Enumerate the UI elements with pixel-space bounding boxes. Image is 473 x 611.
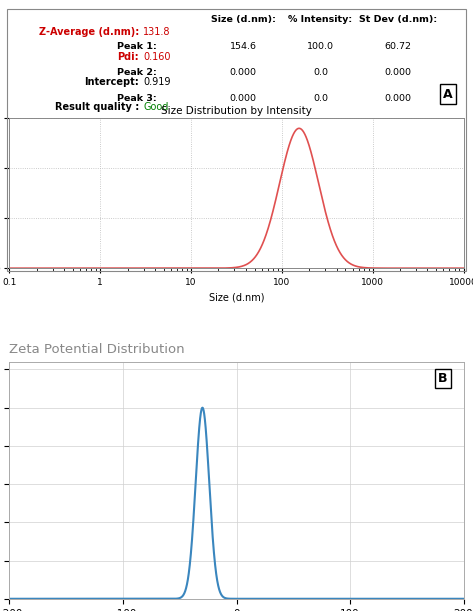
Text: Result quality :: Result quality :	[54, 102, 139, 112]
Text: 0.000: 0.000	[230, 94, 257, 103]
Text: 131.8: 131.8	[143, 27, 171, 37]
Text: 0.919: 0.919	[143, 77, 171, 87]
Text: 100.0: 100.0	[307, 42, 334, 51]
Text: 154.6: 154.6	[230, 42, 257, 51]
X-axis label: Size (d.nm): Size (d.nm)	[209, 293, 264, 302]
Text: B: B	[438, 372, 448, 385]
Text: 0.000: 0.000	[230, 68, 257, 77]
Text: A: A	[443, 87, 453, 101]
Text: Size (d.nm):: Size (d.nm):	[211, 15, 276, 24]
Text: 0.000: 0.000	[384, 68, 411, 77]
Title: Size Distribution by Intensity: Size Distribution by Intensity	[161, 106, 312, 116]
Text: 0.000: 0.000	[384, 94, 411, 103]
Text: 0.160: 0.160	[143, 52, 171, 62]
Text: Pdi:: Pdi:	[117, 52, 139, 62]
Text: Peak 3:: Peak 3:	[117, 94, 157, 103]
Text: St Dev (d.nm):: St Dev (d.nm):	[359, 15, 437, 24]
Text: 60.72: 60.72	[384, 42, 411, 51]
Text: Good: Good	[143, 102, 169, 112]
Text: Intercept:: Intercept:	[84, 77, 139, 87]
Text: 0.0: 0.0	[313, 94, 328, 103]
Text: Peak 1:: Peak 1:	[117, 42, 157, 51]
Text: Peak 2:: Peak 2:	[117, 68, 157, 77]
Text: Zeta Potential Distribution: Zeta Potential Distribution	[9, 343, 185, 356]
Text: 0.0: 0.0	[313, 68, 328, 77]
Text: Z-Average (d.nm):: Z-Average (d.nm):	[39, 27, 139, 37]
Text: % Intensity:: % Intensity:	[289, 15, 352, 24]
